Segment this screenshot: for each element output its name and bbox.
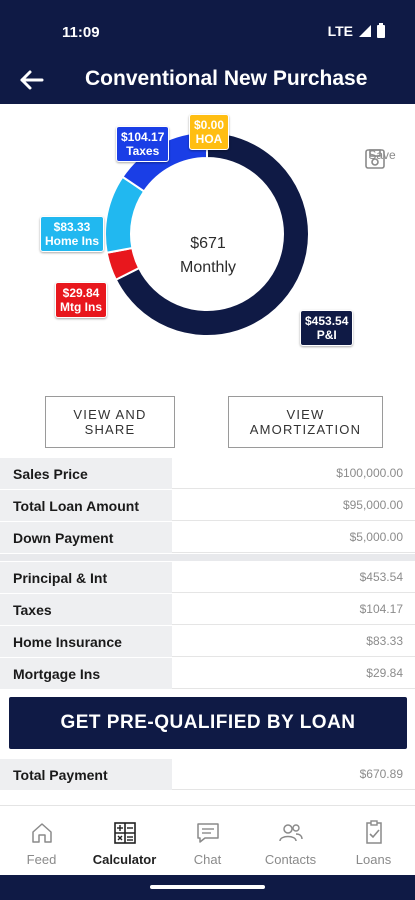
label-pi: $453.54 P&I — [300, 310, 354, 346]
system-nav-bar — [0, 875, 415, 900]
table-row: Mortgage Ins $29.84 — [0, 658, 415, 689]
table-row: Total Loan Amount $95,000.00 — [0, 490, 415, 521]
row-value: $83.33 — [172, 626, 415, 657]
row-label: Taxes — [0, 594, 172, 625]
status-bar: 11:09 LTE — [0, 0, 415, 58]
total-payment-table: Total Payment $670.89 — [0, 759, 415, 791]
payment-breakdown-table: Principal & Int $453.54 Taxes $104.17 Ho… — [0, 562, 415, 690]
tab-label: Loans — [355, 852, 392, 867]
view-amortization-button[interactable]: VIEW AMORTIZATION — [228, 396, 383, 448]
center-label: Monthly — [179, 259, 237, 276]
tab-contacts[interactable]: Contacts — [249, 806, 332, 875]
center-amount: $671 — [190, 235, 226, 252]
row-label: Mortgage Ins — [0, 658, 172, 689]
tab-loans[interactable]: Loans — [332, 806, 415, 875]
row-label: Down Payment — [0, 522, 172, 553]
home-icon — [31, 823, 52, 843]
network-type: LTE — [327, 23, 353, 39]
row-label: Sales Price — [0, 458, 172, 489]
label-taxes: $104.17 Taxes — [116, 126, 170, 162]
tab-label: Contacts — [264, 852, 317, 867]
status-icons: LTE — [327, 22, 385, 39]
save-button[interactable]: Save — [364, 148, 400, 169]
label-mtg-ins-name: Mtg Ins — [60, 300, 102, 314]
row-label: Principal & Int — [0, 562, 172, 593]
table-row: Down Payment $5,000.00 — [0, 522, 415, 553]
table-row: Total Payment $670.89 — [0, 759, 415, 790]
contacts-icon — [278, 824, 303, 842]
label-taxes-amount: $104.17 — [121, 130, 165, 144]
app-bar: Conventional New Purchase — [0, 58, 415, 104]
table-row: Sales Price $100,000.00 — [0, 458, 415, 489]
bottom-tab-bar: Feed Calculator Chat — [0, 805, 415, 875]
back-arrow-icon[interactable] — [16, 63, 50, 97]
total-label: Total Payment — [0, 759, 172, 790]
label-hoa-name: HOA — [195, 132, 223, 146]
label-mtg-ins: $29.84 Mtg Ins — [55, 282, 107, 318]
chat-icon — [196, 823, 219, 843]
row-value: $104.17 — [172, 594, 415, 625]
row-value: $453.54 — [172, 562, 415, 593]
table-row: Taxes $104.17 — [0, 594, 415, 625]
row-value: $5,000.00 — [172, 522, 415, 553]
tab-label: Feed — [26, 852, 57, 867]
total-value: $670.89 — [172, 759, 415, 790]
tab-label: Calculator — [92, 852, 157, 867]
row-value: $29.84 — [172, 658, 415, 689]
row-label: Home Insurance — [0, 626, 172, 657]
section-divider — [0, 554, 415, 561]
table-row: Principal & Int $453.54 — [0, 562, 415, 593]
label-pi-name: P&I — [316, 328, 337, 342]
status-time: 11:09 — [62, 24, 100, 41]
save-icon — [365, 149, 385, 169]
label-home-ins: $83.33 Home Ins — [40, 216, 105, 252]
donut-slice-p-i — [114, 130, 310, 337]
loan-summary-table: Sales Price $100,000.00 Total Loan Amoun… — [0, 458, 415, 554]
label-home-ins-name: Home Ins — [45, 234, 100, 248]
label-home-ins-amount: $83.33 — [53, 220, 91, 234]
get-pre-qualified-button[interactable]: GET PRE-QUALIFIED BY LOAN — [9, 697, 407, 749]
tab-label: Chat — [193, 852, 222, 867]
calculator-icon — [113, 822, 136, 844]
chart-center: $671 Monthly — [158, 232, 258, 280]
battery-icon — [377, 22, 385, 38]
row-value: $100,000.00 — [172, 458, 415, 489]
payment-donut-chart: $671 Monthly $453.54 P&I $29.84 Mtg Ins … — [0, 104, 415, 394]
view-and-share-button[interactable]: VIEW AND SHARE — [45, 396, 175, 448]
label-hoa: $0.00 HOA — [189, 114, 230, 150]
signal-icon — [359, 25, 371, 37]
tab-calculator[interactable]: Calculator — [83, 806, 166, 875]
row-value: $95,000.00 — [172, 490, 415, 521]
tab-feed[interactable]: Feed — [0, 806, 83, 875]
label-hoa-amount: $0.00 — [194, 118, 225, 132]
label-mtg-ins-amount: $29.84 — [62, 286, 100, 300]
table-row: Home Insurance $83.33 — [0, 626, 415, 657]
label-pi-amount: $453.54 — [305, 314, 349, 328]
home-gesture-handle[interactable] — [150, 885, 265, 889]
row-label: Total Loan Amount — [0, 490, 172, 521]
page-title: Conventional New Purchase — [85, 67, 368, 90]
loans-icon — [365, 820, 382, 844]
tab-chat[interactable]: Chat — [166, 806, 249, 875]
label-taxes-name: Taxes — [126, 144, 160, 158]
